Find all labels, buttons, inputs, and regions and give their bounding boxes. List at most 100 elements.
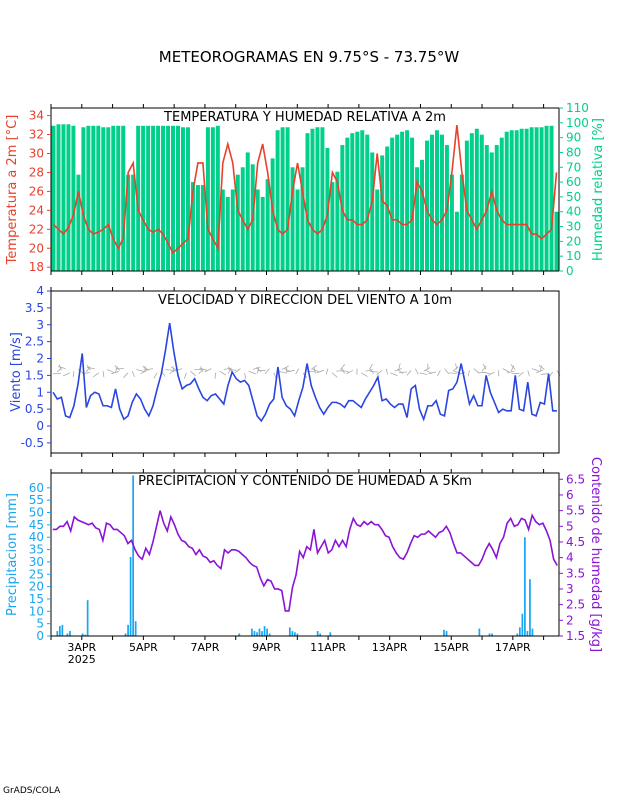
wind-barb [264,368,270,374]
wind-tick-label: 0 [36,419,44,433]
wind-tick-label: 1.5 [25,368,44,382]
date-tick-label: 15APR [433,641,469,654]
precip-bar [56,631,59,636]
wind-barb [131,371,135,378]
precip-bar [316,631,319,636]
wind-tick-label: 2 [36,352,44,366]
humidity-tick-label: 0 [566,264,574,278]
humidity-bar [365,134,370,271]
humidity-bar [305,133,310,271]
humidity-bar [385,146,390,271]
precip-tick-label: 35 [29,543,44,557]
humidity-bar [295,189,300,271]
credit-label: GrADS/COLA [3,786,61,796]
humidity-bar [106,127,111,271]
wind-barb [198,368,204,374]
precip-bar [266,628,268,636]
precip-bar [261,631,263,636]
wind-barb [473,368,480,374]
precip-tick-label: 45 [29,518,44,532]
humidity-bar [270,158,275,271]
wind-barb [172,365,175,373]
humidity-bar [161,125,166,271]
humidity-bar [61,124,66,271]
humidity-bar [434,130,439,271]
wind-barb [538,364,545,370]
wind-barb [369,370,378,373]
precip-tick-label: 25 [29,567,44,581]
humidity-bar [469,133,474,271]
wind-barb [57,366,66,370]
wind-barb [453,370,462,375]
temp-tick-label: 26 [29,184,44,198]
wind-barb [286,369,295,373]
humidity-bar [350,133,355,271]
precip-bar [518,627,521,636]
wind-barb [556,370,561,377]
precip-bar [488,633,491,636]
moisture-tick-label: 4 [566,551,574,565]
humidity-bar [230,189,235,271]
humidity-bar [91,125,96,271]
temp-tick-label: 28 [29,165,44,179]
humidity-bar [96,125,101,271]
moisture-tick-label: 4.5 [566,535,585,549]
humidity-bar [71,125,76,271]
humidity-bar [275,130,280,271]
humidity-tick-label: 80 [566,145,581,159]
wind-barb [56,366,63,373]
wind-barb [72,371,75,378]
humidity-bar [474,128,479,271]
temp-tick-label: 34 [29,109,44,123]
wind-barb [502,368,510,373]
date-tick-label: 3APR [67,641,96,654]
precip-bar [58,626,61,636]
precip-bar [251,628,253,636]
precip-bar [291,631,294,636]
precip-bar [84,634,86,636]
temp-tick-label: 18 [29,260,44,274]
wind-barb [531,368,540,372]
humidity-bar [335,171,340,271]
precip-bar [238,633,241,636]
humidity-bar [220,189,225,271]
precip-bar [443,629,445,636]
precip-tick-label: 0 [36,629,44,643]
date-tick-label: 7APR [191,641,220,654]
page-title: METEOROGRAMAS EN 9.75°S - 73.75°W [158,48,460,66]
precip-bar [69,631,71,636]
date-tick-label: 11APR [310,641,346,654]
panel-frame [50,472,560,637]
wind-barb [419,372,428,375]
humidity-bar [370,152,375,271]
wind-tick-label: 3.5 [25,301,44,315]
humidity-bar [554,211,559,271]
humidity-tick-label: 50 [566,190,581,204]
humidity-bar [166,125,171,271]
wind-barb [244,372,247,379]
humidity-bar [310,128,315,271]
wind-barb [527,370,530,377]
wind-barb [510,364,516,370]
humidity-bar [549,125,554,271]
humidity-bar [330,182,335,271]
precip-bar [294,632,296,636]
precip-bar [521,613,524,636]
wind-barb [506,370,515,374]
humidity-bar [176,125,180,271]
humidity-bar [195,185,200,271]
wind-barb [223,367,232,370]
precip-bar [124,633,127,636]
humidity-tick-label: 90 [566,131,581,145]
humidity-bar [479,134,484,271]
humidity-bar [425,140,430,271]
temp-tick-label: 20 [29,241,44,255]
moisture-axis-label: Contenido de humedad [g/kg] [588,457,603,652]
wind-barb [234,368,241,374]
wind-barb [365,369,374,372]
temp-tick-label: 30 [29,146,44,160]
wind-barb [487,371,495,377]
humidity-bar [459,174,464,271]
year-label: 2025 [68,653,96,666]
